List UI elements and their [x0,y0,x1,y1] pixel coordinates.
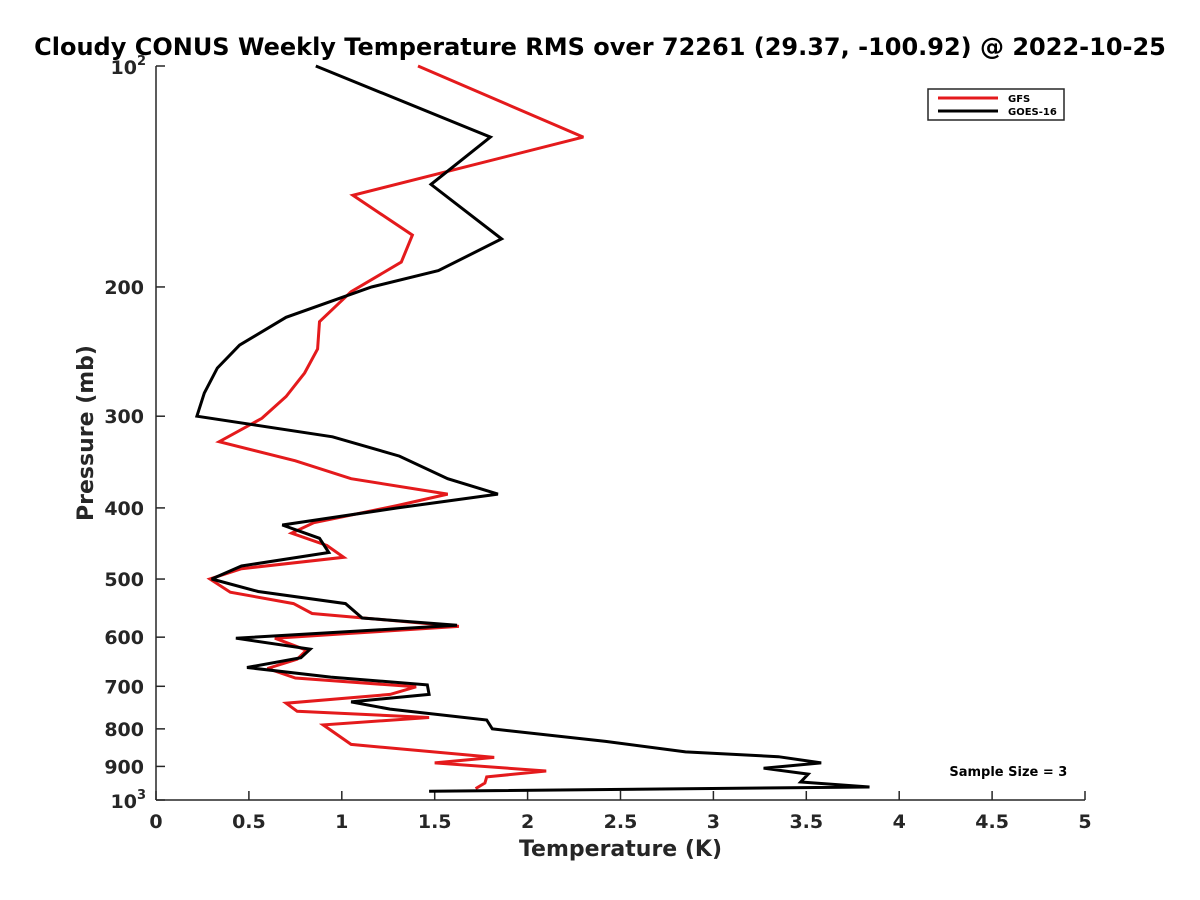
y-tick-label: 500 [104,569,144,591]
y-tick-label: 200 [104,277,144,299]
annotations: Sample Size = 3 [949,765,1067,780]
axes: 0 0.5 1 1.5 2 2.5 3 3.5 4 4.5 51022003004005006007… [104,54,1091,833]
x-tick-label: 4.5 [975,811,1009,833]
x-tick-label: 3.5 [789,811,823,833]
x-tick-label: 0.5 [232,811,266,833]
legend-entry: GFS [1008,94,1030,105]
x-tick-label: 1.5 [418,811,452,833]
legend-entry: GOES-16 [1008,107,1057,118]
y-tick-label: 700 [104,676,144,698]
x-tick-label: 1 [335,811,348,833]
y-tick-base: 10 [111,57,137,79]
x-tick-label: 4 [893,811,906,833]
y-tick-label: 800 [104,719,144,741]
x-tick-label: 3 [707,811,720,833]
y-tick-base: 10 [111,791,137,813]
x-tick-label: 2 [521,811,534,833]
chart-title: Cloudy CONUS Weekly Temperature RMS over… [34,33,1166,61]
y-tick-label: 900 [104,756,144,778]
x-axis-label: Temperature (K) [519,837,722,862]
y-tick-exponent: 3 [137,788,146,803]
y-tick-label: 400 [104,498,144,520]
y-tick-label: 103 [111,788,147,813]
y-tick-label: 102 [111,54,147,79]
y-tick-label: 600 [104,627,144,649]
legend: GFS GOES-16 [927,88,1065,121]
y-tick-exponent: 2 [137,54,146,69]
legend-box [927,88,1065,121]
y-tick-label: 300 [104,406,144,428]
sample-size-annotation: Sample Size = 3 [949,765,1067,780]
series-line-gfs [206,64,584,790]
x-tick-label: 5 [1078,811,1091,833]
series-layer [194,64,870,793]
x-tick-label: 2.5 [604,811,638,833]
x-tick-label: 0 [149,811,162,833]
y-axis-label: Pressure (mb) [74,345,99,521]
series-line-goes-16 [194,64,870,793]
